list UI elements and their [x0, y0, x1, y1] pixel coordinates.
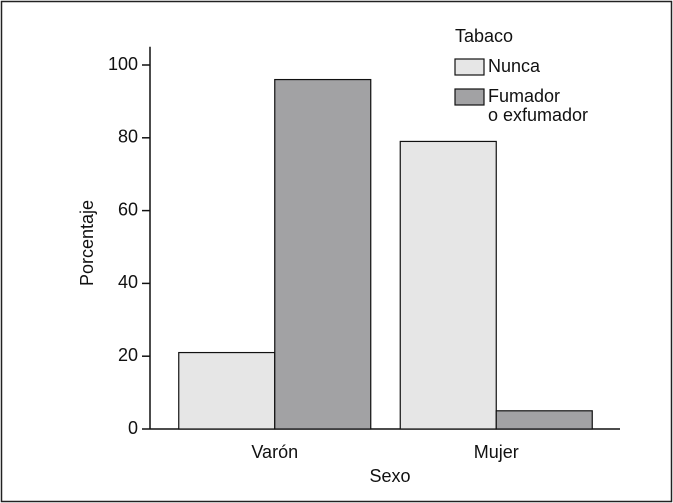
legend-title: Tabaco: [455, 26, 513, 46]
x-tick-label: Mujer: [474, 442, 519, 462]
bar: [495, 410, 593, 430]
bar: [178, 351, 276, 430]
y-tick-label: 0: [128, 418, 138, 438]
legend-label: Nunca: [488, 56, 541, 76]
y-tick-label: 60: [118, 199, 138, 219]
legend-swatch: [454, 88, 485, 106]
y-tick-label: 20: [118, 345, 138, 365]
bar: [274, 78, 372, 430]
y-tick-label: 80: [118, 127, 138, 147]
y-tick-label: 40: [118, 272, 138, 292]
legend-label: Fumador o exfumador: [488, 86, 589, 125]
legend-swatch: [454, 58, 485, 76]
x-tick-label: Varón: [251, 442, 298, 462]
x-axis-label: Sexo: [369, 466, 410, 486]
bar: [399, 140, 497, 430]
y-axis-label: Porcentaje: [77, 200, 97, 286]
y-tick-label: 100: [108, 54, 138, 74]
